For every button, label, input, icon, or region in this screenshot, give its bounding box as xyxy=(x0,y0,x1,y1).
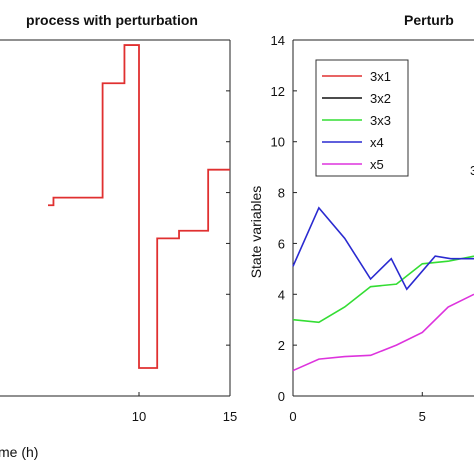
left-chart: process with perturbation 10 15 me (h) xyxy=(0,12,237,460)
left-x-tick-label: 15 xyxy=(223,409,237,424)
right-y-axis-label: State variables xyxy=(248,186,264,279)
right-annotation: 3 xyxy=(470,163,474,178)
right-y-tick-label: 4 xyxy=(278,287,285,302)
right-x-tick-label: 5 xyxy=(419,409,426,424)
right-x-tick-label: 0 xyxy=(289,409,296,424)
right-y-tick-label: 14 xyxy=(271,33,285,48)
right-ticks: 0 2 4 6 8 10 12 14 0 5 xyxy=(271,33,426,424)
legend-label-x4: x4 xyxy=(370,135,384,150)
right-y-tick-label: 0 xyxy=(278,389,285,404)
legend-label-3x1: 3x1 xyxy=(370,69,391,84)
legend-label-3x2: 3x2 xyxy=(370,91,391,106)
right-series-line-3x3 xyxy=(292,255,474,324)
right-legend: 3x1 3x2 3x3 x4 x5 xyxy=(315,59,409,177)
right-y-tick-label: 2 xyxy=(278,338,285,353)
right-y-tick-label: 8 xyxy=(278,186,285,201)
left-x-ticks: 10 15 xyxy=(132,39,237,424)
right-y-tick-label: 6 xyxy=(278,236,285,251)
left-x-tick-label: 10 xyxy=(132,409,146,424)
right-y-tick-label: 10 xyxy=(271,135,285,150)
right-series-line-x4 xyxy=(292,206,474,291)
left-series-group xyxy=(48,44,230,369)
right-y-tick-label: 12 xyxy=(271,84,285,99)
left-x-axis-label: me (h) xyxy=(0,444,38,460)
legend-label-3x3: 3x3 xyxy=(370,113,391,128)
right-series-group xyxy=(292,206,474,372)
legend-box xyxy=(315,59,409,177)
left-chart-title: process with perturbation xyxy=(26,12,198,28)
legend-label-x5: x5 xyxy=(370,157,384,172)
left-series-line xyxy=(48,44,230,369)
right-series-line-x5 xyxy=(292,293,474,372)
right-chart-title: Perturb xyxy=(404,12,454,28)
